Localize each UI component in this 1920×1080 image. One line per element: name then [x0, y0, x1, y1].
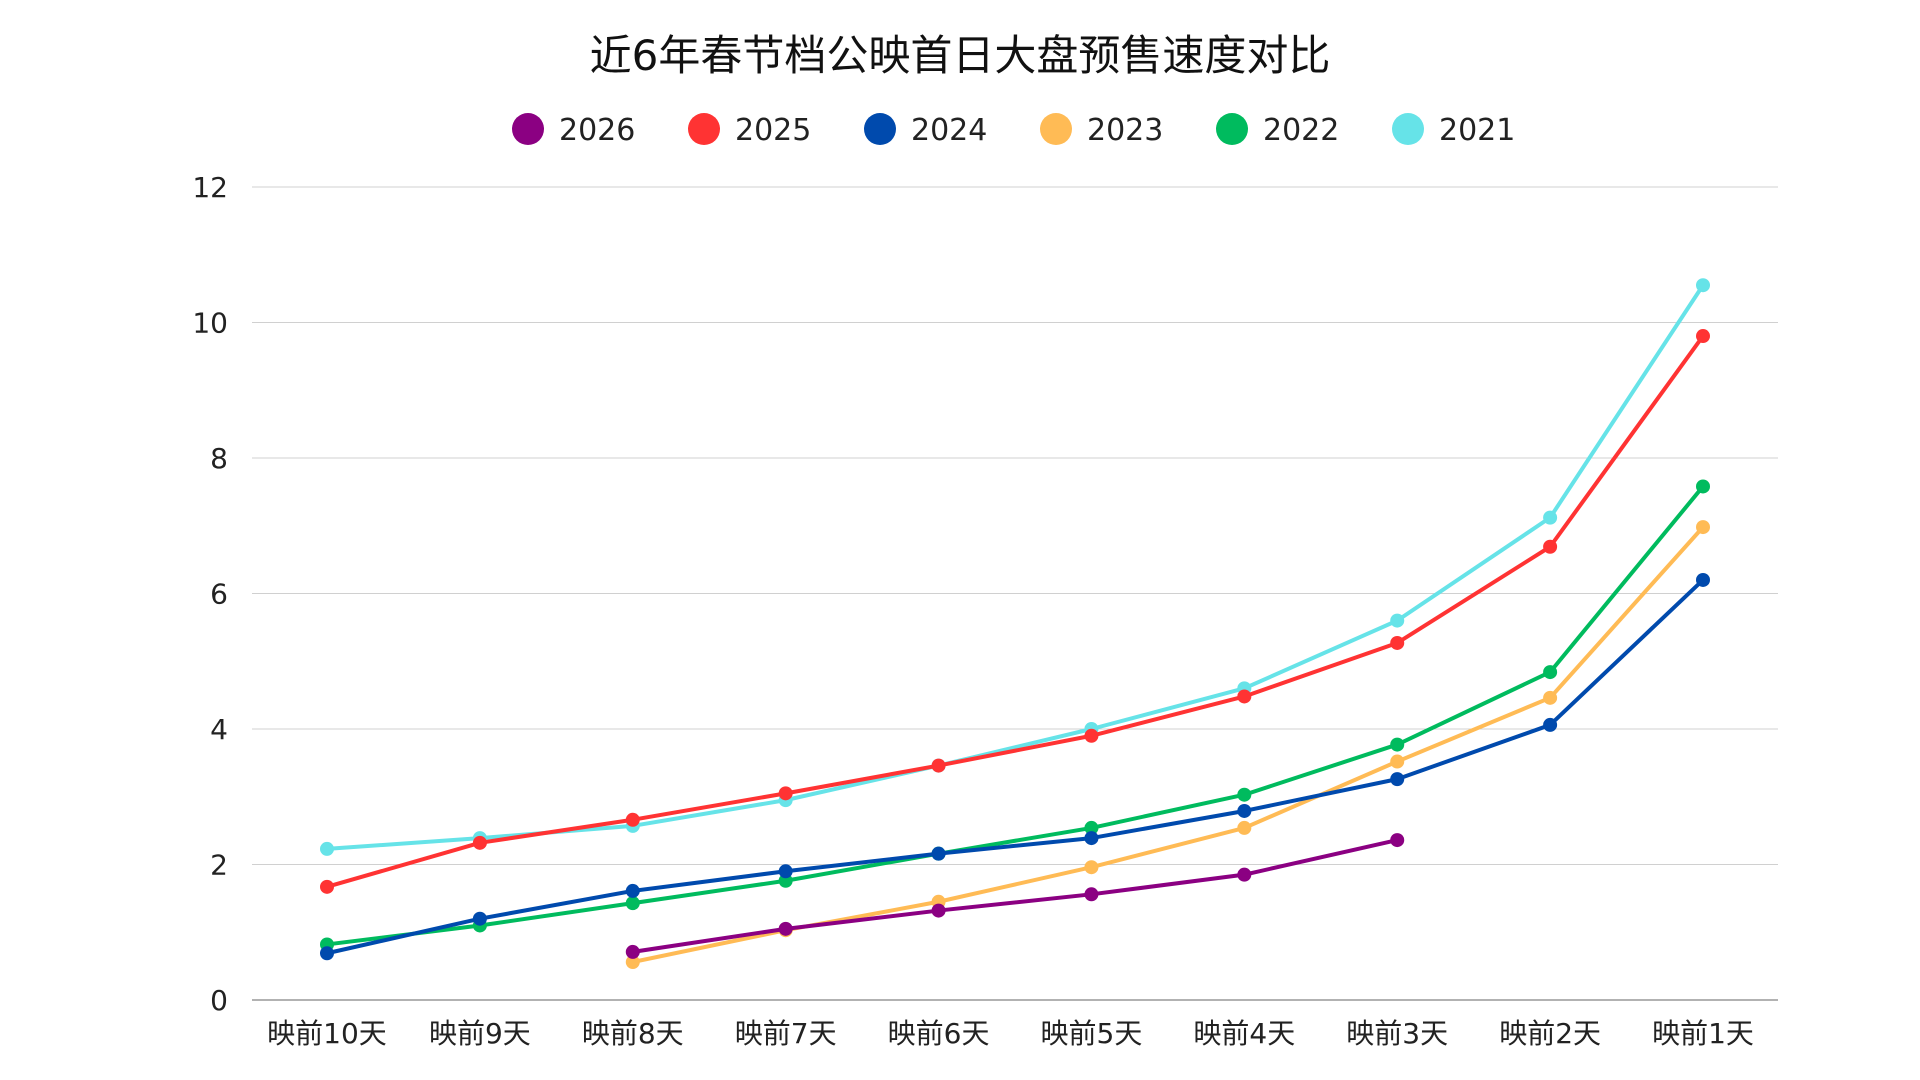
series-2025 [320, 329, 1710, 894]
series-line [326, 334, 1705, 889]
y-axis: 0 2 4 6 8 10 12 [192, 171, 228, 1017]
y-tick-label: 12 [192, 171, 228, 204]
data-point [1390, 754, 1405, 769]
y-tick-label: 8 [210, 442, 228, 475]
series-line [326, 485, 1705, 947]
y-tick-label: 4 [210, 713, 228, 746]
y-tick-label: 0 [210, 984, 228, 1017]
legend-marker [512, 113, 544, 145]
data-point [1084, 831, 1099, 846]
data-point [1390, 635, 1405, 650]
legend-label: 2022 [1263, 113, 1339, 148]
data-point [1084, 820, 1099, 835]
legend-label: 2023 [1087, 113, 1163, 148]
data-point [320, 879, 334, 894]
y-tick-label: 6 [210, 578, 228, 611]
series-2022 [320, 479, 1710, 952]
data-point [1390, 833, 1405, 848]
data-point [1696, 278, 1710, 293]
data-point [1237, 820, 1252, 835]
data-point [625, 955, 640, 970]
series-line [326, 284, 1705, 851]
x-tick-label: 映前6天 [888, 1017, 990, 1050]
data-point [1543, 690, 1558, 705]
legend: 2026 2025 2024 2023 2022 2021 [512, 113, 1515, 148]
data-point [625, 883, 640, 898]
legend-item: 2021 [1392, 113, 1515, 148]
data-point [1696, 329, 1710, 344]
data-point [472, 911, 487, 926]
data-point [1390, 772, 1405, 787]
legend-marker [1216, 113, 1248, 145]
data-point [1543, 717, 1558, 732]
legend-item: 2022 [1216, 113, 1339, 148]
x-tick-label: 映前3天 [1346, 1017, 1448, 1050]
data-point [1543, 510, 1558, 525]
legend-item: 2026 [512, 113, 635, 148]
data-point [320, 946, 334, 961]
data-point [778, 786, 793, 801]
data-point [625, 944, 640, 959]
data-point [1237, 867, 1252, 882]
x-tick-label: 映前7天 [735, 1017, 837, 1050]
data-point [1237, 787, 1252, 802]
legend-item: 2025 [688, 113, 811, 148]
data-point [931, 903, 946, 918]
data-point [778, 921, 793, 936]
series-line [326, 578, 1705, 956]
data-point [1696, 479, 1710, 494]
x-tick-label: 映前2天 [1499, 1017, 1601, 1050]
x-tick-label: 映前1天 [1652, 1017, 1754, 1050]
legend-label: 2024 [911, 113, 987, 148]
legend-marker [1040, 113, 1072, 145]
data-point [931, 846, 946, 861]
data-point [320, 841, 334, 856]
x-tick-label: 映前8天 [582, 1017, 684, 1050]
x-tick-label: 映前5天 [1041, 1017, 1143, 1050]
y-tick-label: 10 [192, 307, 228, 340]
legend-item: 2024 [864, 113, 987, 148]
data-point [1543, 665, 1558, 680]
data-point [1696, 520, 1710, 535]
gridlines [252, 186, 1778, 865]
series-2021 [320, 278, 1710, 856]
x-tick-label: 映前10天 [267, 1017, 387, 1050]
data-point [625, 896, 640, 911]
data-point [1084, 728, 1099, 743]
chart-title: 近6年春节档公映首日大盘预售速度对比 [590, 31, 1331, 80]
series-line [632, 525, 1705, 965]
legend-marker [688, 113, 720, 145]
series-2026 [625, 833, 1405, 959]
series-group [320, 278, 1710, 970]
legend-label: 2021 [1439, 113, 1515, 148]
legend-label: 2026 [559, 113, 635, 148]
legend-label: 2025 [735, 113, 811, 148]
data-point [1543, 539, 1558, 554]
x-axis: 映前10天 映前9天 映前8天 映前7天 映前6天 映前5天 映前4天 映前3天 映前2天 映前1… [252, 999, 1778, 1050]
data-point [1390, 613, 1405, 628]
data-point [1084, 887, 1099, 902]
series-2024 [320, 572, 1710, 961]
legend-marker [1392, 113, 1424, 145]
x-tick-label: 映前4天 [1193, 1017, 1295, 1050]
data-point [1696, 572, 1710, 587]
data-point [1237, 689, 1252, 704]
data-point [1237, 803, 1252, 818]
legend-item: 2023 [1040, 113, 1163, 148]
legend-marker [864, 113, 896, 145]
data-point [931, 758, 946, 773]
x-tick-label: 映前9天 [429, 1017, 531, 1050]
data-point [472, 835, 487, 850]
data-point [778, 864, 793, 879]
series-2023 [625, 520, 1710, 970]
data-point [1390, 737, 1405, 752]
data-point [1084, 860, 1099, 875]
y-tick-label: 2 [210, 849, 228, 882]
data-point [625, 812, 640, 827]
series-line [632, 838, 1398, 954]
